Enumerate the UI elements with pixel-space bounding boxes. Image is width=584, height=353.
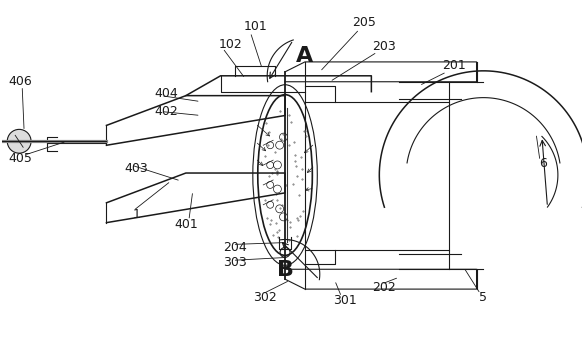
Text: 1: 1 bbox=[133, 208, 140, 221]
Text: 402: 402 bbox=[154, 105, 178, 118]
Text: 203: 203 bbox=[373, 40, 396, 53]
Text: 406: 406 bbox=[8, 75, 32, 88]
Text: 6: 6 bbox=[539, 157, 547, 169]
Text: 5: 5 bbox=[479, 291, 488, 304]
Text: 301: 301 bbox=[333, 294, 356, 306]
Text: 302: 302 bbox=[253, 291, 277, 304]
Text: 405: 405 bbox=[8, 152, 32, 164]
Text: B: B bbox=[277, 260, 294, 280]
Text: 202: 202 bbox=[373, 281, 396, 294]
Text: 401: 401 bbox=[174, 218, 198, 231]
Text: 201: 201 bbox=[442, 59, 465, 72]
Text: 403: 403 bbox=[124, 162, 148, 175]
Text: 205: 205 bbox=[353, 16, 376, 29]
Text: A: A bbox=[296, 46, 314, 66]
Text: 404: 404 bbox=[154, 87, 178, 100]
Text: 102: 102 bbox=[218, 37, 242, 50]
Text: 303: 303 bbox=[224, 256, 247, 269]
Circle shape bbox=[7, 129, 31, 153]
Text: 101: 101 bbox=[244, 20, 267, 33]
Text: 204: 204 bbox=[224, 241, 247, 254]
